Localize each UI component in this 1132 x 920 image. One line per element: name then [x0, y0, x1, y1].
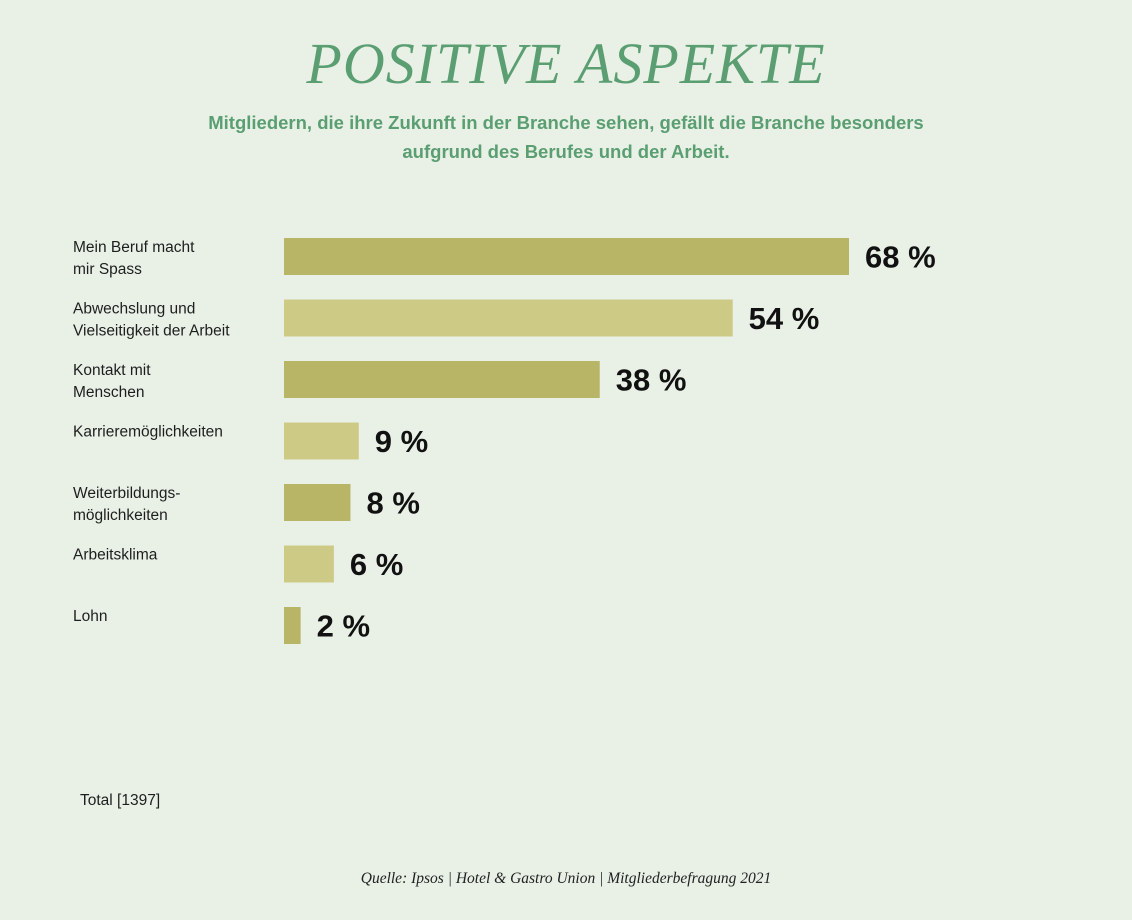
category-label: Abwechslung und Vielseitigkeit der Arbeit	[73, 301, 230, 340]
category-label: Karrieremöglichkeiten	[73, 424, 223, 441]
category-label: Mein Beruf macht mir Spass	[73, 239, 195, 278]
category-label: Weiterbildungs-möglichkeiten	[73, 485, 180, 524]
bar	[284, 299, 733, 337]
sample-total: Total [1397]	[80, 792, 161, 809]
value-label: 6 %	[350, 547, 403, 582]
bar	[284, 238, 849, 275]
chart-title: POSITIVE ASPEKTE	[306, 31, 826, 96]
chart-subtitle: Mitgliedern, die ihre Zukunft in der Bra…	[208, 112, 924, 162]
value-label: 68 %	[865, 240, 936, 275]
value-label: 2 %	[317, 609, 370, 644]
bar	[284, 361, 600, 398]
category-label: Lohn	[73, 608, 107, 625]
source-note: Quelle: Ipsos | Hotel & Gastro Union | M…	[360, 870, 772, 887]
category-label: Kontakt mit Menschen	[73, 362, 151, 401]
bar	[284, 422, 359, 460]
value-label: 38 %	[616, 363, 687, 398]
bar	[284, 545, 334, 583]
bar	[284, 484, 351, 521]
bar	[284, 607, 301, 644]
value-label: 54 %	[749, 301, 820, 336]
bar-chart: Mein Beruf macht mir Spass 68 % Abwechslung…	[73, 238, 936, 644]
category-label: Arbeitsklima	[73, 547, 158, 564]
value-label: 8 %	[366, 486, 419, 521]
value-label: 9 %	[375, 424, 428, 459]
